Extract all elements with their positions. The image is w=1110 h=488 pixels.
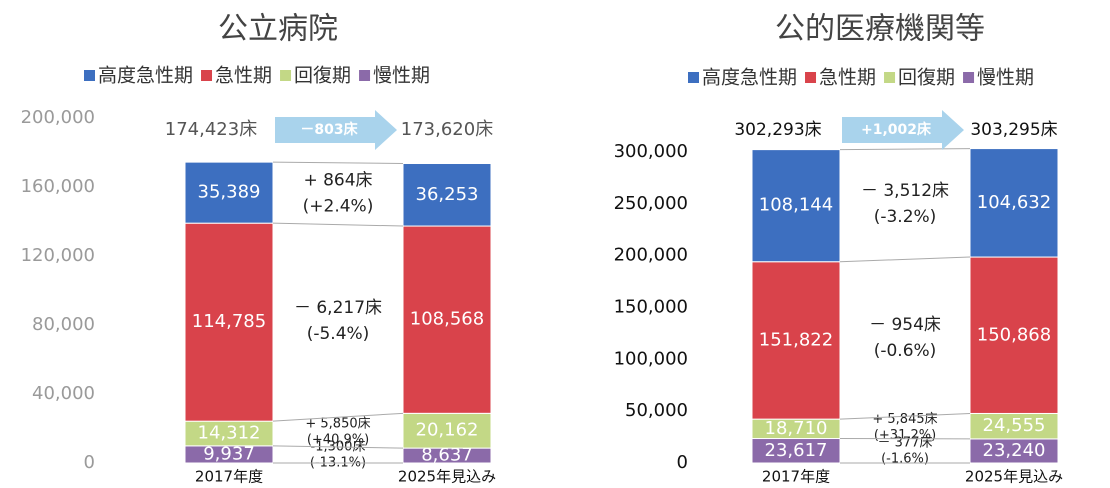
change-percent: (-5.4%)	[307, 324, 370, 344]
connector	[839, 412, 971, 420]
connector	[272, 222, 404, 227]
bar-segment	[184, 161, 274, 224]
change-percent: (+31.2%)	[874, 428, 936, 443]
change-percent: (+2.4%)	[303, 197, 374, 217]
y-tick-label: 120,000	[21, 245, 95, 266]
legend-label: 慢性期	[373, 65, 430, 87]
y-tick-label: 200,000	[614, 245, 688, 266]
value-label: 14,312	[198, 423, 261, 444]
bar-segment	[751, 438, 841, 464]
y-tick-label: 100,000	[614, 348, 688, 369]
chart-title: 公的医療機関等	[775, 12, 985, 47]
bar-segment	[402, 225, 492, 414]
total-change: －803床	[300, 121, 358, 138]
legend-swatch	[84, 70, 95, 81]
value-label: 114,785	[192, 311, 266, 332]
bar-segment	[402, 163, 492, 227]
legend-swatch	[805, 72, 817, 83]
x-tick-label: 2017年度	[195, 468, 263, 486]
value-label: 20,162	[416, 420, 479, 441]
change-percent: (-0.6%)	[874, 341, 937, 361]
bar-segment	[969, 412, 1059, 440]
change-arrow	[842, 110, 964, 150]
y-tick-label: 0	[677, 452, 688, 473]
change-label: － 3,512床	[861, 181, 949, 201]
connector	[272, 412, 404, 422]
legend-label: 回復期	[898, 67, 955, 89]
value-label: 150,868	[977, 324, 1051, 345]
y-tick-label: 160,000	[21, 176, 95, 197]
bar-segment	[402, 412, 492, 449]
change-percent: (-3.2%)	[874, 207, 937, 227]
value-label: 36,253	[416, 184, 479, 205]
total-label: 303,295床	[970, 120, 1057, 140]
value-label: 24,555	[983, 415, 1046, 436]
total-change: +1,002床	[861, 121, 932, 138]
change-label: + 5,845床	[872, 412, 937, 427]
x-tick-label: 2017年度	[762, 468, 830, 486]
legend-label: 高度急性期	[702, 67, 797, 89]
y-tick-label: 50,000	[625, 400, 688, 421]
chart-title: 公立病院	[218, 12, 338, 47]
y-tick-label: 150,000	[614, 297, 688, 318]
y-tick-label: 0	[84, 452, 95, 473]
bar-segment	[751, 261, 841, 420]
value-label: 35,389	[198, 182, 261, 203]
y-tick-label: 80,000	[32, 314, 95, 335]
y-tick-label: 300,000	[614, 141, 688, 162]
x-tick-label: 2025年見込み	[398, 468, 496, 486]
legend-swatch	[884, 72, 896, 83]
connector	[839, 148, 971, 151]
change-label: － 954床	[869, 315, 941, 335]
bar-segment	[184, 420, 274, 447]
total-label: 174,423床	[165, 119, 257, 140]
legend-swatch	[963, 72, 975, 83]
value-label: 108,568	[410, 309, 484, 330]
total-label: 302,293床	[734, 120, 821, 140]
change-label: + 5,850床	[305, 417, 370, 432]
legend-label: 慢性期	[977, 67, 1034, 89]
change-label: － 6,217床	[294, 298, 382, 318]
value-label: 151,822	[759, 329, 833, 350]
bar-segment	[184, 222, 274, 422]
bar-segment	[751, 149, 841, 263]
legend-label: 急性期	[819, 67, 876, 89]
bar-segment	[969, 438, 1059, 464]
legend-swatch	[280, 70, 292, 81]
legend-label: 回復期	[294, 65, 351, 87]
x-tick-label: 2025年見込み	[965, 468, 1063, 486]
y-tick-label: 200,000	[21, 107, 95, 128]
value-label: 108,144	[759, 195, 833, 216]
legend-swatch	[201, 70, 213, 81]
bar-segment	[969, 148, 1059, 258]
legend-label: 急性期	[215, 65, 272, 87]
value-label: 23,617	[765, 440, 828, 461]
y-tick-label: 40,000	[32, 383, 95, 404]
change-percent: (-1.6%)	[881, 451, 929, 466]
bar-segment	[969, 256, 1059, 414]
value-label: 8,637	[421, 445, 473, 466]
value-label: 9,937	[203, 443, 255, 464]
legend-swatch	[688, 72, 699, 83]
connector	[272, 445, 404, 449]
connector	[272, 161, 404, 165]
change-arrow	[275, 110, 397, 150]
value-label: 23,240	[983, 440, 1046, 461]
legend-label: 高度急性期	[98, 65, 193, 87]
legend-swatch	[359, 70, 371, 81]
change-label: + 864床	[303, 171, 372, 191]
total-label: 173,620床	[401, 119, 493, 140]
value-label: 104,632	[977, 192, 1051, 213]
value-label: 18,710	[765, 418, 828, 439]
change-percent: (+40.9%)	[307, 433, 369, 448]
connector	[839, 256, 971, 263]
y-tick-label: 250,000	[614, 193, 688, 214]
